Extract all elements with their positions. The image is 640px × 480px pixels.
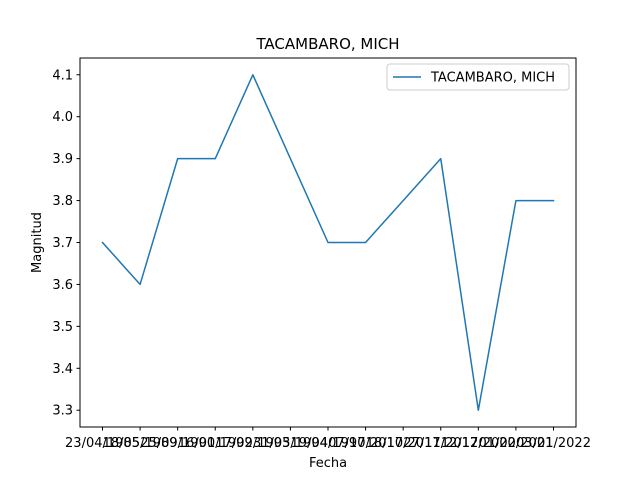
- x-tick-label: 07/10/2017: [328, 436, 403, 451]
- x-tick-label: 01/02/2021: [478, 436, 553, 451]
- x-tick-label: 16/01/1992: [178, 436, 253, 451]
- y-tick-label: 3.6: [52, 278, 73, 293]
- x-axis: 23/04/198518/05/198925/09/199016/01/1992…: [65, 427, 591, 451]
- y-tick-label: 3.4: [52, 362, 73, 377]
- y-tick-label: 4.1: [52, 68, 73, 83]
- x-tick-label: 12/12/2020: [441, 436, 516, 451]
- x-tick-label: 27/11/2017: [403, 436, 478, 451]
- legend-box: [386, 63, 570, 91]
- x-tick-label: 18/10/2017: [366, 436, 441, 451]
- x-tick-label: 03/01/2022: [516, 436, 591, 451]
- y-tick-label: 3.7: [52, 236, 73, 251]
- x-tick-label: 18/05/1989: [103, 436, 178, 451]
- x-axis-title: Fecha: [309, 456, 347, 471]
- y-tick-label: 3.3: [52, 404, 73, 419]
- y-tick-label: 3.5: [52, 320, 73, 335]
- x-tick-label: 17/09/1993: [215, 436, 290, 451]
- y-axis: 3.3 3.4 3.5 3.6 3.7 3.8 3.9 4.0 4.1: [52, 68, 80, 419]
- series-layer: [101, 74, 555, 411]
- series-line: [101, 74, 555, 411]
- legend: TACAMBARO, MICH: [386, 63, 570, 91]
- legend-label: TACAMBARO, MICH: [430, 71, 555, 86]
- y-tick-label: 3.8: [52, 194, 73, 209]
- y-tick-label: 4.0: [52, 110, 73, 125]
- y-tick-label: 3.9: [52, 152, 73, 167]
- x-tick-label: 19/04/1997: [291, 436, 366, 451]
- x-tick-label: 23/04/1985: [65, 436, 140, 451]
- x-tick-label: 31/05/1994: [253, 436, 328, 451]
- y-axis-title: Magnitud: [30, 212, 45, 273]
- x-tick-label: 25/09/1990: [140, 436, 215, 451]
- chart-title: TACAMBARO, MICH: [255, 35, 399, 53]
